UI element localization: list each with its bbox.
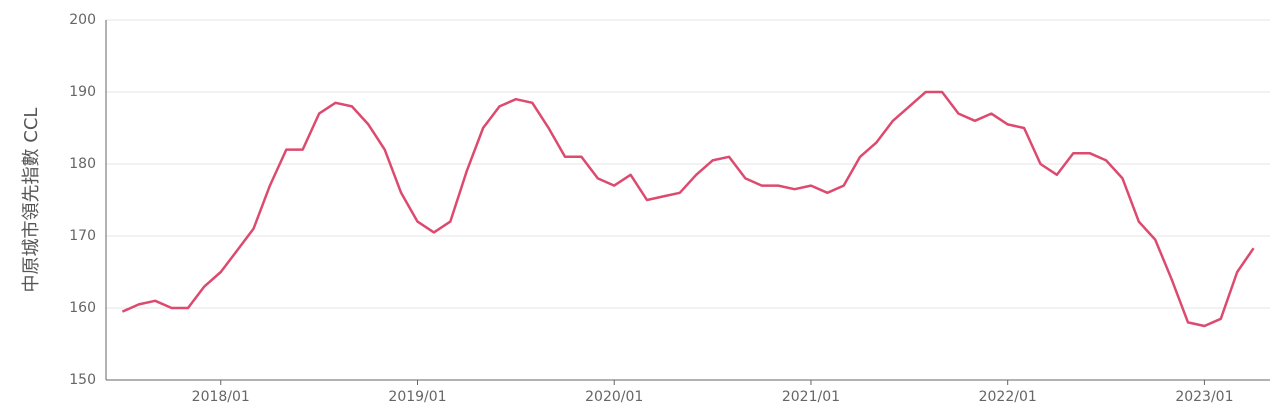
x-tick-label: 2022/01 — [979, 389, 1037, 405]
y-axis-label: 中原城市領先指數 CCL — [21, 108, 42, 293]
y-tick-label: 160 — [69, 300, 96, 316]
y-tick-label: 180 — [69, 156, 96, 172]
line-series — [121, 90, 1255, 328]
y-tick-label: 200 — [69, 12, 96, 28]
x-tick-label: 2023/01 — [1175, 389, 1233, 405]
x-tick-label: 2018/01 — [192, 389, 250, 405]
x-tick-label: 2019/01 — [388, 389, 446, 405]
y-tick-label: 150 — [69, 372, 96, 388]
y-tick-label: 190 — [69, 84, 96, 100]
x-tick-label: 2021/01 — [782, 389, 840, 405]
x-tick-label: 2020/01 — [585, 389, 643, 405]
y-tick-label: 170 — [69, 228, 96, 244]
